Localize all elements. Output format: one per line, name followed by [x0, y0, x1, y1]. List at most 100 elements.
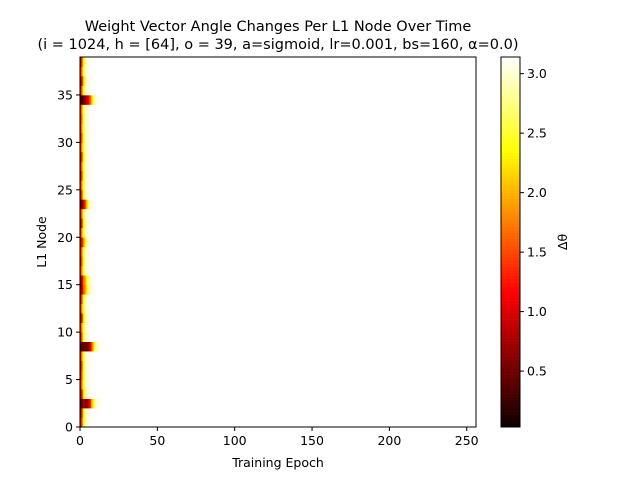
heatmap-cell	[109, 75, 112, 86]
heatmap-cell	[98, 94, 101, 105]
heatmap-cell	[117, 379, 120, 390]
heatmap-cell	[97, 417, 99, 428]
heatmap-cell	[84, 398, 87, 409]
heatmap-cell	[104, 360, 107, 371]
heatmap-cell	[103, 256, 106, 267]
heatmap-cell	[92, 332, 95, 342]
heatmap-cell	[93, 237, 96, 248]
heatmap-cell	[107, 360, 110, 371]
heatmap-cell	[97, 237, 99, 248]
heatmap-cell	[101, 208, 104, 219]
heatmap-cell	[83, 322, 85, 333]
heatmap-cell	[112, 199, 115, 210]
heatmap-cell	[80, 360, 82, 371]
heatmap-cell	[80, 284, 82, 295]
colorbar-band	[501, 183, 520, 187]
heatmap-cell	[117, 208, 120, 219]
heatmap-cell	[109, 227, 112, 238]
heatmap-cell	[98, 151, 101, 162]
heatmap-cell	[107, 199, 110, 210]
heatmap-cell	[101, 227, 104, 238]
y-tick-label: 15	[57, 277, 73, 292]
heatmap-cell	[98, 113, 101, 124]
heatmap-cell	[86, 104, 89, 115]
heatmap-cell	[115, 256, 118, 267]
heatmap-cell	[97, 398, 99, 409]
heatmap-cell	[104, 113, 107, 124]
heatmap-cell	[93, 332, 96, 342]
heatmap-cell	[80, 208, 82, 219]
heatmap-cell	[117, 332, 120, 342]
heatmap-cell	[114, 237, 116, 248]
heatmap-cell	[90, 104, 93, 115]
heatmap-cell	[89, 389, 92, 399]
heatmap-cell	[115, 370, 118, 380]
heatmap-cell	[84, 322, 87, 333]
heatmap-cell	[80, 332, 82, 342]
heatmap-cell	[97, 408, 99, 418]
heatmap-cell	[93, 57, 96, 67]
heatmap-cell	[92, 398, 95, 409]
colorbar-band	[501, 334, 520, 338]
heatmap-cell	[98, 199, 101, 210]
heatmap-cell	[110, 256, 113, 267]
y-tick-label: 30	[57, 135, 73, 150]
heatmap-cell	[101, 123, 104, 134]
heatmap-cell	[92, 218, 95, 229]
heatmap-cell	[109, 57, 112, 67]
heatmap-cell	[84, 161, 87, 172]
colorbar-tick-label: 1.0	[527, 304, 547, 319]
heatmap-cell	[101, 170, 104, 181]
heatmap-cell	[104, 341, 107, 352]
heatmap-cell	[83, 227, 85, 238]
heatmap-cell	[97, 189, 99, 200]
heatmap-cell	[117, 246, 120, 257]
heatmap-cell	[86, 57, 89, 67]
heatmap-cell	[86, 142, 89, 153]
heatmap-cell	[89, 237, 92, 248]
y-tick-label: 10	[57, 325, 73, 340]
heatmap-cell	[110, 113, 113, 124]
heatmap-cell	[110, 180, 113, 191]
heatmap-cell	[86, 151, 89, 162]
heatmap-cell	[117, 275, 120, 286]
heatmap-cell	[109, 218, 112, 229]
heatmap-cell	[90, 113, 93, 124]
heatmap-cell	[87, 208, 90, 219]
heatmap-cell	[90, 208, 93, 219]
heatmap-cell	[81, 284, 84, 295]
heatmap-cell	[90, 57, 93, 67]
heatmap-cell	[104, 370, 107, 380]
heatmap-cell	[100, 66, 103, 77]
heatmap-cell	[81, 360, 84, 371]
heatmap-cell	[83, 294, 85, 305]
heatmap-cell	[90, 170, 93, 181]
heatmap-cell	[114, 218, 116, 229]
heatmap-cell	[86, 379, 89, 390]
heatmap-cell	[95, 180, 98, 191]
heatmap-cell	[112, 189, 115, 200]
heatmap-cell	[90, 284, 93, 295]
heatmap-cell	[106, 351, 109, 361]
heatmap-cell	[104, 189, 107, 200]
heatmap-cell	[114, 294, 116, 305]
heatmap-cell	[115, 237, 118, 248]
heatmap-cell	[112, 370, 115, 380]
heatmap-cell	[89, 75, 92, 86]
heatmap-cell	[87, 142, 90, 153]
heatmap-cell	[100, 417, 103, 428]
heatmap-cell	[101, 85, 104, 96]
heatmap-cell	[110, 66, 113, 77]
heatmap-cell	[106, 341, 109, 352]
heatmap-cell	[107, 57, 110, 67]
heatmap-cell	[98, 104, 101, 115]
heatmap-cell	[93, 123, 96, 134]
heatmap-cell	[81, 303, 84, 314]
heatmap-cell	[95, 94, 98, 105]
colorbar-band	[501, 420, 520, 425]
colorbar-band	[501, 285, 520, 289]
heatmap-cell	[110, 303, 113, 314]
heatmap-cell	[100, 227, 103, 238]
heatmap-cell	[81, 104, 84, 115]
heatmap-cell	[97, 360, 99, 371]
